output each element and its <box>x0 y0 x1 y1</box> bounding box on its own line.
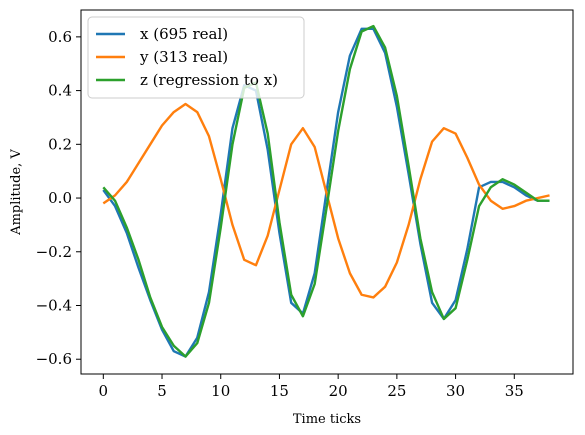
legend-label-x: x (695 real) <box>140 25 228 43</box>
x-tick-label: 10 <box>211 382 230 400</box>
x-tick-label: 25 <box>387 382 406 400</box>
axis-ticks: 0 5 10 15 20 25 30 35 −0.6 −0.4 −0.2 0.0 0.2 0.4 0.6 <box>36 28 524 400</box>
legend-label-z: z (regression to x) <box>140 71 278 89</box>
x-tick-label: 0 <box>99 382 109 400</box>
plot-frame <box>80 9 574 375</box>
legend: x (695 real) y (313 real) z (regression … <box>87 16 305 99</box>
y-tick-label: 0.6 <box>48 28 72 46</box>
y-tick-label: −0.6 <box>36 350 72 368</box>
series-line-z <box>102 24 550 358</box>
x-tick-label: 5 <box>157 382 167 400</box>
x-axis-label: Time ticks <box>293 412 361 427</box>
series-lines <box>102 24 550 358</box>
y-tick-label: 0.2 <box>48 135 72 153</box>
y-tick-label: 0.4 <box>48 82 72 100</box>
legend-label-y: y (313 real) <box>139 48 228 66</box>
x-tick-label: 15 <box>270 382 289 400</box>
series-line-y <box>102 102 550 299</box>
x-tick-label: 20 <box>329 382 348 400</box>
x-tick-label: 35 <box>505 382 524 400</box>
y-tick-label: −0.2 <box>36 243 72 261</box>
y-axis-label: Amplitude, V <box>9 149 24 236</box>
y-tick-label: 0.0 <box>48 189 72 207</box>
legend-frame <box>87 16 305 99</box>
x-tick-label: 30 <box>446 382 465 400</box>
y-tick-label: −0.4 <box>36 296 72 314</box>
